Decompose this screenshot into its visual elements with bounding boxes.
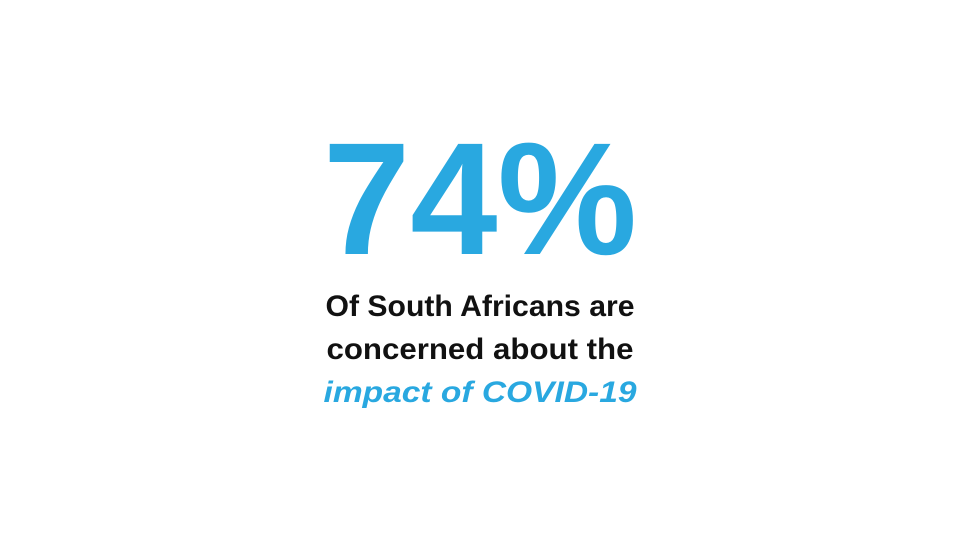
caption-highlight: impact of COVID-19 (324, 376, 637, 409)
caption-line: concerned about the (327, 333, 634, 366)
caption-line: Of South Africans are (326, 290, 635, 323)
stat-value: 74% (323, 109, 637, 288)
